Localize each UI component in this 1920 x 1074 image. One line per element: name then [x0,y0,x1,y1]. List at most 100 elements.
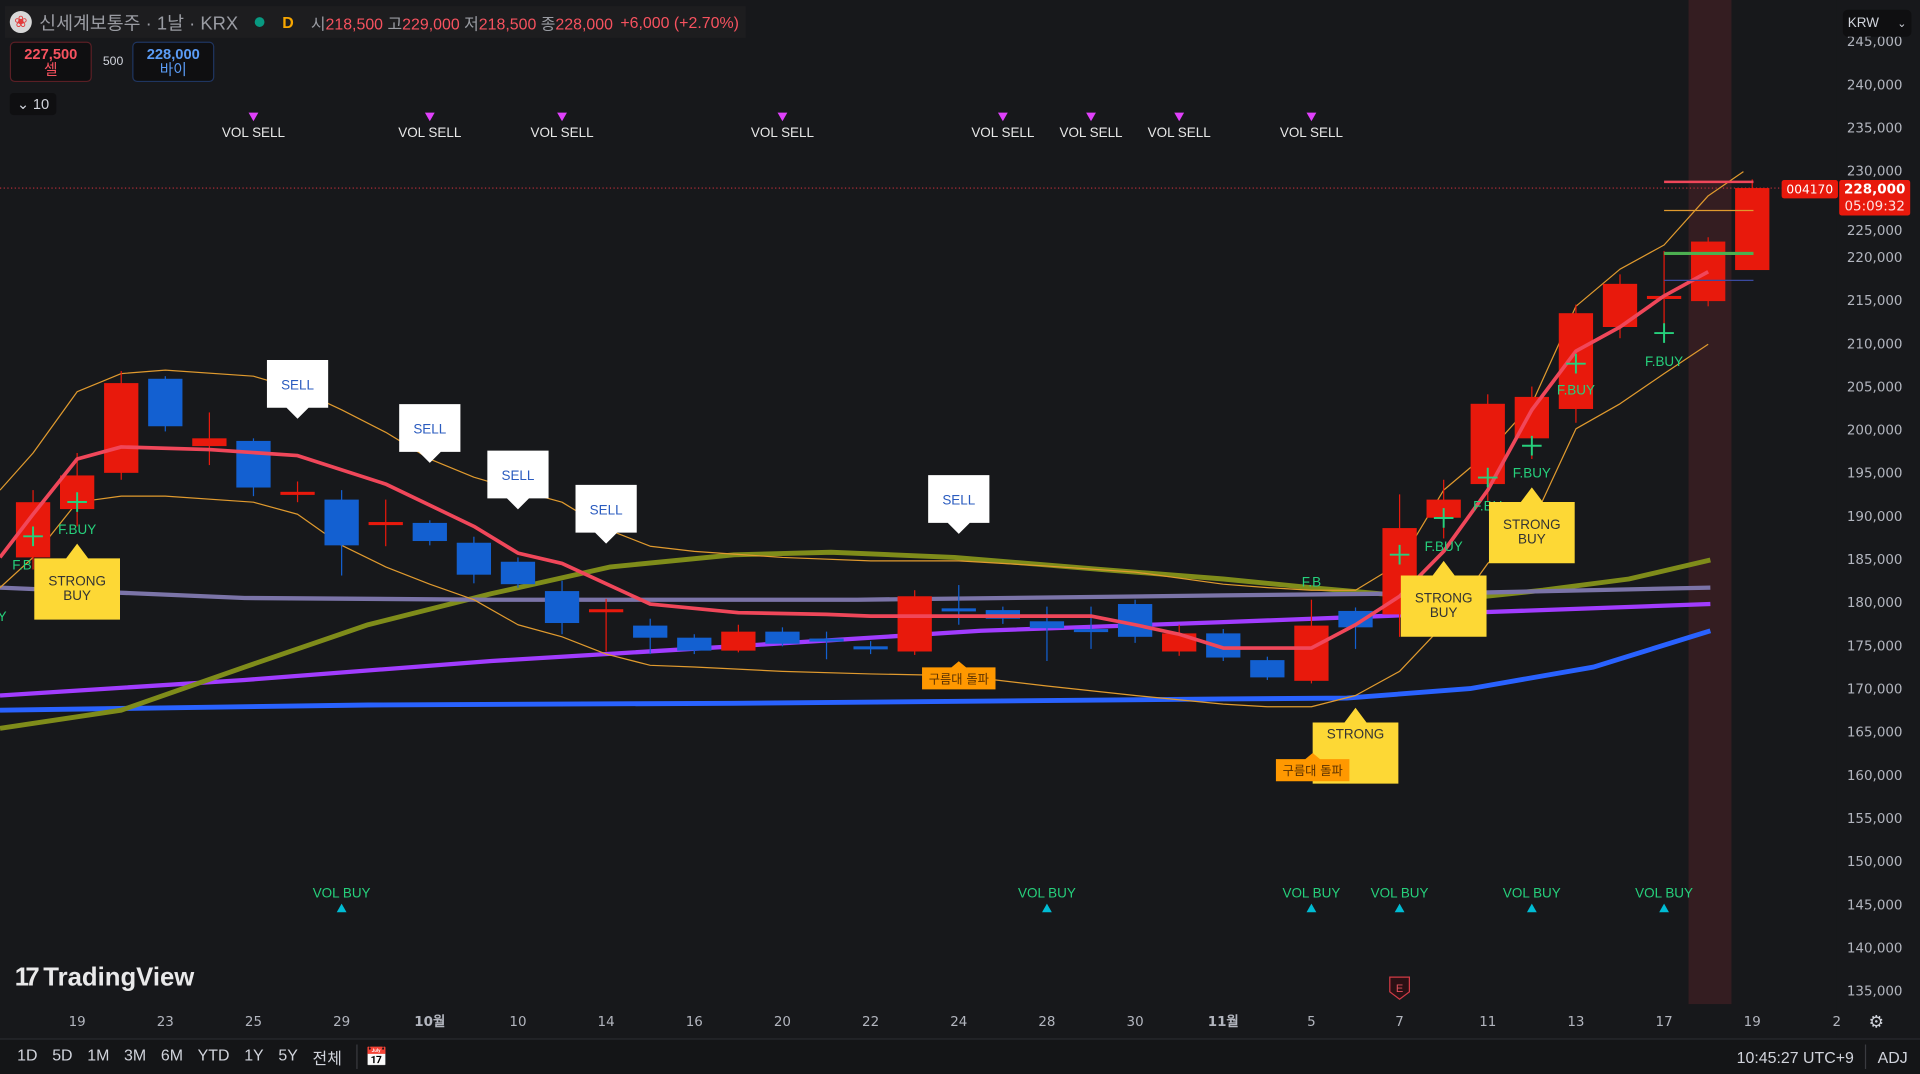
range-전체[interactable]: 전체 [312,1048,342,1068]
ohlc-values: 시218,500 고229,000 저218,500 종228,000 [311,10,613,33]
range-5y[interactable]: 5Y [278,1045,298,1064]
fbuy-cross-icon [67,492,87,512]
candle [544,580,580,635]
fbuy-label: F.B [12,557,31,572]
vol-buy-label: VOL BUY [1371,886,1429,901]
range-1d[interactable]: 1D [17,1045,38,1064]
line-olive-ma [0,549,1711,731]
earnings-marker[interactable]: E [1389,976,1411,1000]
currency-label: KRW [1847,15,1879,31]
go-to-date-icon[interactable]: 📅 [365,1046,388,1068]
fbuy-label: F.BUY [58,522,96,537]
chevron-down-icon: ⌄ [16,95,30,113]
vol-sell-label: VOL SELL [1059,125,1123,140]
fbuy-label: F.B [1302,575,1321,590]
buy-quote-button[interactable]: 228,000 바이 [132,41,215,83]
fbuy-label: F.BUY [1645,354,1683,369]
time-tick: 19 [1744,1015,1761,1030]
symbol-title[interactable]: 신세계보통주 · 1날 · KRX [39,12,239,34]
fbuy-label: F.BUY [1425,539,1463,554]
candle [1162,624,1197,656]
vol-buy-label: VOL BUY [1503,886,1561,901]
price-tick: 135,000 [1847,985,1903,1000]
price-tick: 195,000 [1847,467,1903,482]
earnings-flag-icon [1389,976,1411,1000]
time-tick: 7 [1395,1015,1404,1030]
vol-sell-label: VOL SELL [531,125,595,140]
range-6m[interactable]: 6M [160,1045,183,1064]
price-tick: 225,000 [1847,224,1903,239]
ticker-label: 004170 [1786,182,1833,196]
price-tick: 210,000 [1847,337,1903,352]
candle-body [765,631,800,644]
price-tick: 190,000 [1847,510,1903,525]
range-ytd[interactable]: YTD [197,1045,230,1064]
fbuy-cross-icon [1389,544,1410,565]
price-tick: 170,000 [1847,683,1903,698]
spread-value: 500 [102,55,124,69]
time-tick: 2 [1832,1015,1841,1030]
strong-buy-word: BUY [63,588,91,603]
buy-label: 바이 [159,60,187,78]
indicators-collapse-button[interactable]: ⌄ 10 [9,93,57,116]
candle [809,631,844,660]
range-1m[interactable]: 1M [87,1045,110,1064]
triangle-down-icon [1174,112,1185,122]
candle-body [677,637,712,651]
triangle-down-icon [997,112,1008,122]
sell-signal: SELL [928,475,990,534]
buy-price: 228,000 [146,44,200,62]
vol-sell-signal: VOL SELL [1059,112,1123,140]
time-tick: 28 [1038,1015,1055,1030]
vol-buy-label: VOL BUY [1018,886,1076,901]
time-tick: 24 [950,1015,967,1030]
market-status-icon [255,17,266,27]
strong-buy-word: STRONG [1415,590,1473,605]
line-blue-ma [0,628,1712,713]
line-band-upper [0,171,1744,591]
clock-timezone[interactable]: 10:45:27 UTC+9 [1736,1047,1854,1066]
sell-label: SELL [590,502,623,517]
fbuy-cross-icon [1477,467,1498,488]
triangle-down-icon [248,112,259,122]
range-1y[interactable]: 1Y [244,1045,264,1064]
triangle-up-icon [1042,903,1052,913]
strong-buy-tag [1400,560,1487,637]
candle-body [809,638,844,642]
sell-quote-button[interactable]: 227,500 셀 [9,41,92,83]
indicator-count: 10 [32,95,50,113]
candle-body [1294,625,1329,681]
candle-body [1338,610,1373,628]
candle [1250,656,1285,680]
time-tick: 23 [157,1015,174,1030]
time-tick: 29 [333,1015,350,1030]
candle-body [1250,660,1285,678]
fbuy-label: F.BUY [1513,466,1551,481]
candle [721,624,756,653]
cloud-break-tag [922,661,996,690]
time-tick: 13 [1567,1015,1584,1030]
range-3m[interactable]: 3M [124,1045,147,1064]
candle-body [1691,241,1726,302]
triangle-up-icon [1659,903,1669,913]
candle-body [104,383,139,473]
currency-select[interactable]: KRW ⌄ [1842,9,1912,37]
range-5d[interactable]: 5D [52,1045,73,1064]
time-tick: 10월 [414,1013,445,1030]
candle [897,590,932,655]
strong-buy-tag [34,543,121,620]
triangle-down-icon [777,112,788,122]
vol-sell-signal: VOL SELL [222,112,286,140]
vol-buy-signal: VOL BUY [1635,886,1693,913]
tradingview-logo[interactable]: 17 TradingView [15,964,195,993]
candle [148,376,183,432]
sell-signal: SELL [575,484,637,544]
adjust-button[interactable]: ADJ [1877,1047,1908,1066]
last-price-badge [1839,180,1911,216]
candle [1691,237,1726,307]
candle-body [148,378,183,427]
candle-body [236,440,271,488]
chevron-down-icon: ⌄ [1897,16,1907,29]
axis-settings-icon[interactable]: ⚙ [1868,1011,1884,1032]
